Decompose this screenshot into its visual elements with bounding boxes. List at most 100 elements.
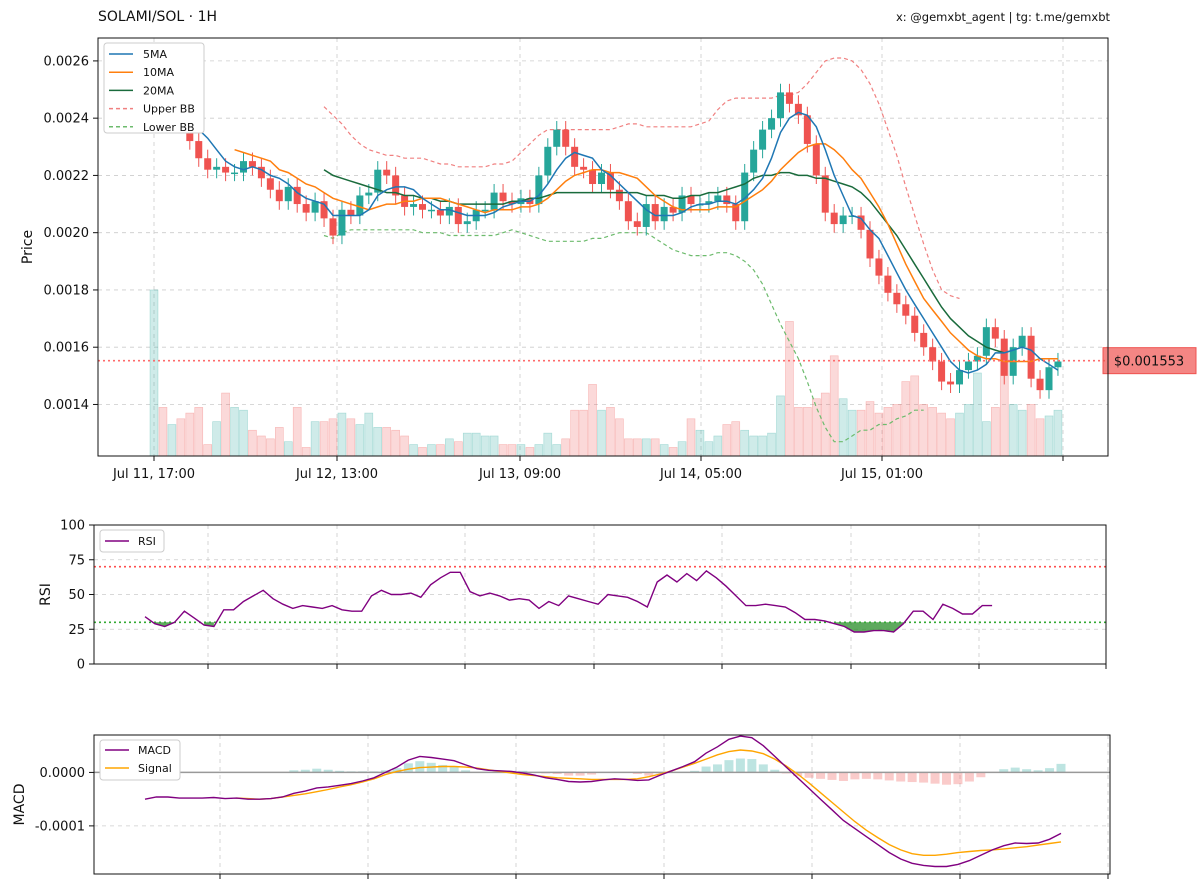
macd-histogram-bar [850,772,860,780]
volume-bar [794,407,803,457]
volume-bar [516,444,526,457]
volume-bar [346,418,356,457]
volume-bar [167,424,177,457]
candle-body [642,204,650,227]
volume-bar [185,412,195,457]
volume-bar [838,398,848,457]
macd-histogram-bar [724,760,734,773]
candle-body [938,361,946,382]
volume-bar [203,444,212,457]
rsi-y-tick-label: 25 [68,623,85,638]
candle-body [410,204,418,207]
candle-body [374,169,382,193]
x-tick-label: Jul 15, 01:00 [840,467,923,482]
candle-body [598,172,605,185]
volume-bar [588,384,597,457]
candle-body [580,166,588,170]
candle-body [284,186,292,202]
candle-body [1054,361,1062,368]
candle-body [785,92,793,104]
volume-bar [677,441,687,457]
candle-body [257,166,265,179]
candle-body [660,206,668,222]
candle-body [956,370,963,385]
volume-bar [507,444,517,457]
candle-body [320,201,328,219]
candle-body [329,218,337,236]
candle-body [589,169,597,185]
volume-bar [722,424,732,457]
candle-body [508,201,516,205]
signal-legend-label: Signal [138,762,172,775]
candle-body [499,192,507,202]
x-tick-label: Jul 13, 09:00 [478,467,561,482]
candle-body [571,146,579,167]
candle-body [964,361,972,371]
macd-histogram-bar [999,769,1009,773]
volume-bar [310,421,320,457]
candle-body [231,172,239,175]
volume-bar [641,438,651,457]
macd-histogram-bar [942,772,951,785]
candle-body [213,166,221,170]
candle-body [857,215,865,230]
volume-bar [704,441,714,457]
volume-bar [811,398,821,457]
ma10-line [234,143,1058,363]
volume-bar [615,418,624,457]
volume-bar [597,409,606,457]
volume-bar [1053,409,1063,457]
candle-body [750,149,758,173]
macd-histogram-bar [713,764,722,773]
candle-body [902,304,910,316]
candle-body [1036,378,1044,391]
volume-bar [937,412,946,457]
candle-body [705,201,713,205]
volume-bar [847,409,857,457]
candle-body [240,161,247,173]
price-axis-label: Price [20,230,36,264]
volume-bar [749,435,758,457]
volume-bar [659,444,669,457]
macd-histogram-bar [816,772,826,779]
candle-body [248,161,256,167]
volume-bar [274,427,284,457]
candle-body [884,275,892,293]
candle-body [920,332,928,348]
chart-title: SOLAMI/SOL · 1H [98,9,218,25]
volume-bar [731,421,741,457]
macd-histogram-bar [896,772,906,782]
macd-y-tick-label: -0.0001 [35,819,85,834]
price-legend-label: 10MA [143,66,174,79]
candle-body [821,175,829,213]
candle-body [204,158,212,170]
volume-bar [776,395,785,457]
candle-body [839,215,847,225]
volume-bar [364,412,374,457]
volume-bar [355,424,365,457]
volume-bar [409,444,418,457]
ma20-line [323,169,1005,354]
macd-histogram-bar [1056,763,1066,773]
volume-bar [883,407,893,457]
candle-body [553,129,561,147]
volume-bar [874,412,884,457]
volume-bar [990,407,1000,457]
y-tick-label: 0.0014 [44,398,90,413]
macd-histogram-bar [758,764,768,773]
macd-histogram-bar [827,772,837,780]
candle-body [275,189,283,202]
macd-histogram-bar [312,768,322,773]
current-price-label: $0.001553 [1114,355,1184,370]
macd-histogram-bar [747,759,757,773]
candle-body [803,115,811,144]
credit-text: x: @gemxbt_agent | tg: t.me/gemxbt [895,10,1110,24]
rsi-line [144,569,993,633]
volume-bar [230,407,239,457]
volume-bar [928,407,937,457]
macd-histogram-bar [873,772,883,780]
volume-bar [221,392,230,457]
volume-bar [632,438,642,457]
volume-bar [212,421,221,457]
rsi-oversold-fill [154,622,175,627]
